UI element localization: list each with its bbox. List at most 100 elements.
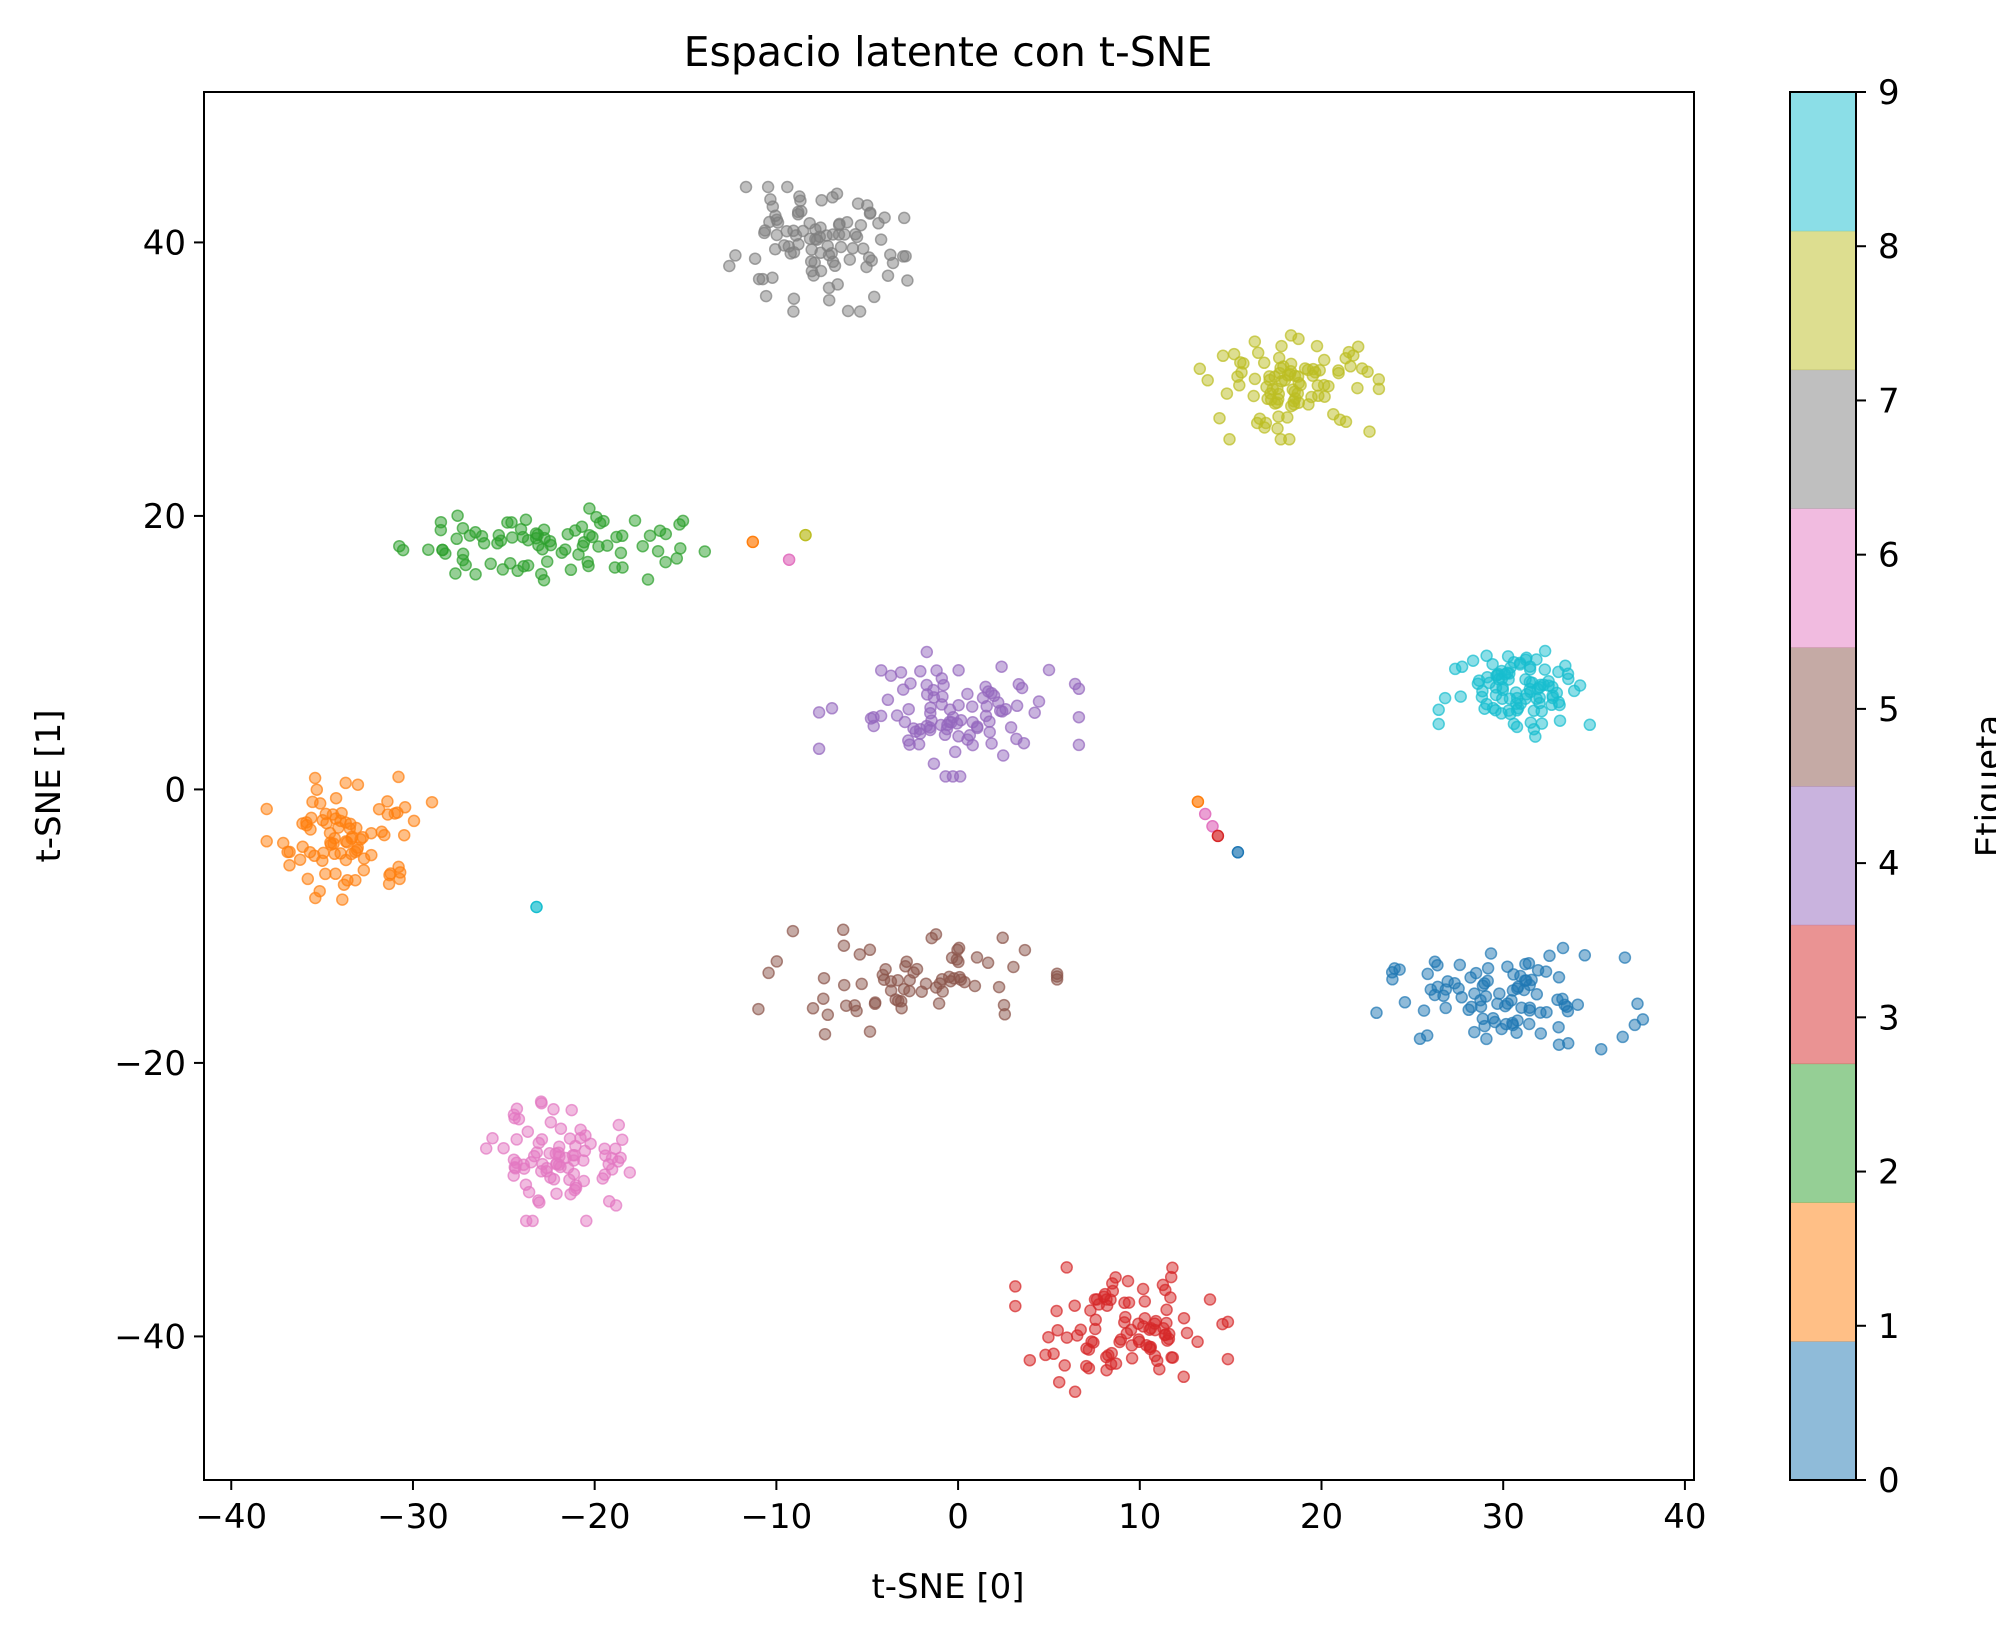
x-tick-label: −30 (377, 1497, 449, 1537)
colorbar-tick-label: 9 (1878, 73, 1900, 113)
data-point-label-3 (1100, 1350, 1113, 1364)
colorbar-segment (1790, 508, 1856, 648)
data-point-label-7 (867, 290, 881, 304)
data-point-label-3 (1164, 1291, 1177, 1304)
data-point-label-5 (895, 1001, 908, 1015)
data-point-label-5 (855, 977, 868, 991)
data-point-label-4 (963, 729, 977, 742)
data-point-label-3 (1106, 1277, 1119, 1290)
data-point-label-5 (806, 1002, 820, 1015)
data-point-label-3 (1074, 1323, 1087, 1337)
data-point-label-8 (1237, 357, 1250, 370)
data-point-label-8 (1284, 329, 1298, 342)
data-point-label-5 (877, 973, 891, 986)
data-point-label-0 (1501, 960, 1514, 973)
data-point-label-7 (849, 227, 862, 241)
colorbar-tick-label: 6 (1878, 536, 1900, 576)
data-point-label-4 (1072, 738, 1086, 752)
data-point-label-6 (479, 1142, 493, 1155)
data-point-label-5 (936, 985, 949, 998)
data-point-label-8 (1284, 357, 1298, 371)
data-point-label-2 (698, 545, 712, 558)
data-point-label-7 (822, 293, 836, 307)
data-point-label-2 (537, 523, 551, 536)
data-point-label-8 (1333, 413, 1347, 426)
y-tick-label: 40 (143, 223, 186, 263)
data-point-label-0 (1486, 1011, 1500, 1025)
data-point-label-4 (938, 728, 952, 742)
data-point-label-5 (1050, 973, 1064, 986)
data-point-label-2 (456, 521, 470, 535)
data-point-label-8 (1257, 356, 1271, 370)
data-point-label-3 (1009, 1299, 1022, 1313)
scatter-points (260, 180, 1650, 1399)
data-point-label-7 (878, 211, 891, 224)
data-point-label-5 (821, 1008, 835, 1022)
y-axis: −40 −20 0 20 40 (114, 223, 204, 1357)
data-point-label-0 (1540, 1005, 1553, 1019)
data-point-label-2 (643, 529, 657, 542)
data-point-label-9 (1472, 674, 1486, 687)
data-point-label-2 (519, 513, 533, 527)
data-point-label-2 (456, 553, 470, 567)
data-point-label-9 (1432, 703, 1445, 717)
data-point-label-4 (914, 665, 927, 678)
data-point-label-8 (1291, 387, 1305, 400)
data-point-label-5 (752, 1002, 765, 1016)
colorbar-tick-label: 5 (1878, 690, 1900, 730)
data-point-label-4 (812, 742, 826, 756)
data-point-label-9 (1583, 718, 1597, 732)
data-point-label-0 (1552, 971, 1566, 984)
data-point-label-0 (1439, 1001, 1452, 1015)
data-point-label-9 (1480, 649, 1493, 663)
data-point-label-2 (614, 546, 628, 560)
data-point-label-5 (868, 996, 882, 1009)
data-point-label-7 (761, 180, 775, 194)
data-point-label-6 (569, 1179, 583, 1192)
data-point-label-3 (1162, 1327, 1176, 1341)
data-point-label-9 (1530, 653, 1543, 666)
data-point-label-0 (1455, 991, 1468, 1004)
data-point-label-4 (927, 757, 941, 770)
data-point-label-3 (1140, 1339, 1153, 1352)
chart-title: Espacio latente con t-SNE (684, 28, 1213, 76)
data-point-label-8 (1272, 351, 1286, 365)
data-point-label-3 (1084, 1304, 1097, 1317)
data-point-label-1 (301, 872, 315, 886)
data-point-label-0 (1417, 1004, 1431, 1017)
data-point-label-8 (1258, 421, 1271, 434)
data-point-label-6 (782, 553, 796, 566)
data-point-label-0 (1552, 1020, 1565, 1034)
data-point-label-7 (793, 190, 806, 203)
data-point-label-0 (1522, 1017, 1536, 1031)
data-point-label-7 (846, 242, 860, 255)
y-axis-label: t-SNE [1] (29, 709, 69, 862)
data-point-label-6 (486, 1132, 499, 1145)
data-point-label-0 (1556, 941, 1570, 955)
x-tick-label: 40 (1663, 1497, 1706, 1537)
data-point-label-2 (511, 564, 524, 578)
data-point-label-2 (544, 538, 558, 552)
data-point-label-7 (748, 252, 762, 265)
data-point-label-1 (381, 808, 395, 821)
data-point-label-4 (1017, 736, 1031, 750)
data-point-label-2 (434, 523, 448, 537)
data-point-label-3 (1082, 1361, 1096, 1375)
data-point-label-0 (1462, 1003, 1475, 1017)
data-point-label-7 (897, 211, 911, 225)
data-point-label-4 (1042, 663, 1056, 677)
data-point-label-4 (903, 738, 916, 751)
data-point-label-8 (1308, 366, 1322, 379)
data-point-label-7 (843, 253, 857, 266)
colorbar-tick-label: 3 (1878, 998, 1900, 1038)
data-point-label-0 (1523, 1001, 1537, 1014)
data-point-label-4 (1010, 699, 1024, 713)
data-point-label-6 (530, 1146, 544, 1159)
data-point-label-9 (1454, 690, 1467, 703)
y-tick-label: −20 (114, 1044, 186, 1084)
data-point-label-4 (874, 709, 888, 723)
data-point-label-5 (817, 971, 831, 985)
data-point-label-2 (583, 502, 596, 515)
data-point-label-6 (526, 1214, 539, 1228)
data-point-label-1 (349, 873, 362, 887)
